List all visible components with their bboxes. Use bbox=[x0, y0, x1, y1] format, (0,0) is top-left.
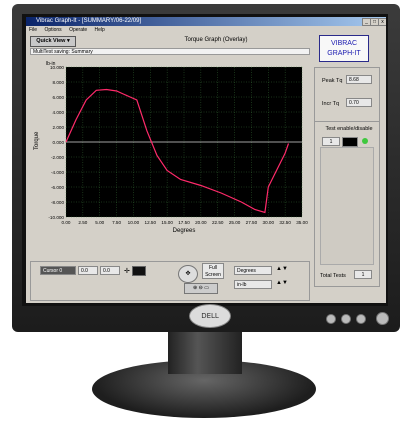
x-tick-label: 27.50 bbox=[246, 220, 258, 225]
y-tick-label: -4.000 bbox=[51, 170, 64, 175]
incr-value[interactable]: 0.70 bbox=[346, 98, 372, 107]
monitor-button-2[interactable] bbox=[341, 314, 351, 324]
y-tick-label: 10.000 bbox=[50, 65, 64, 70]
x-tick-label: 30.00 bbox=[263, 220, 275, 225]
cursor-x-field[interactable]: 0.0 bbox=[78, 266, 98, 275]
y-tick-label: 0.000 bbox=[53, 140, 65, 145]
menu-operate[interactable]: Operate bbox=[69, 27, 88, 33]
total-tests-value: 1 bbox=[354, 270, 372, 279]
test-panel-title: Test enable/disable bbox=[325, 126, 373, 132]
brand-line-2: GRAPH-IT bbox=[327, 50, 361, 57]
title-bar: Vibrac Graph-It - [SUMMARY/06-22/09] _ □… bbox=[26, 17, 386, 26]
tick-labels: 0.00 2.50 5.00 7.50 10.00 12.50 15.00 17.50 20.0… bbox=[48, 65, 308, 225]
y-tick-label: -8.000 bbox=[51, 200, 64, 205]
x-axis-label: Degrees bbox=[173, 228, 196, 234]
cursor-select[interactable]: Cursor 0 bbox=[40, 266, 76, 275]
power-button[interactable] bbox=[376, 312, 389, 325]
units2-select[interactable]: in-lb bbox=[234, 280, 272, 289]
close-button[interactable]: x bbox=[378, 18, 386, 26]
y-tick-label: 6.000 bbox=[53, 95, 65, 100]
monitor-button-1[interactable] bbox=[326, 314, 336, 324]
y-tick-label: -2.000 bbox=[51, 155, 64, 160]
torque-graph: 0.00 2.50 5.00 7.50 10.00 12.50 15.00 17.50 20.0… bbox=[30, 57, 310, 271]
quick-view-dropdown[interactable]: Quick View ▾ bbox=[30, 36, 76, 47]
window-title: Vibrac Graph-It - [SUMMARY/06-22/09] bbox=[36, 18, 142, 24]
x-tick-label: 5.00 bbox=[95, 220, 104, 225]
cursor-style-icon[interactable] bbox=[132, 266, 146, 276]
peak-label: Peak Tq bbox=[322, 78, 343, 84]
menu-help[interactable]: Help bbox=[94, 27, 105, 33]
menu-options[interactable]: Options bbox=[44, 27, 62, 33]
x-tick-label: 20.00 bbox=[195, 220, 207, 225]
brand-line-1: VIBRAC bbox=[330, 40, 358, 47]
y-tick-label: -10.000 bbox=[48, 215, 64, 220]
app-window: Vibrac Graph-It - [SUMMARY/06-22/09] _ □… bbox=[26, 17, 386, 303]
x-tick-label: 10.00 bbox=[128, 220, 140, 225]
test-enable-led[interactable] bbox=[362, 138, 368, 144]
y-tick-label: -6.000 bbox=[51, 185, 64, 190]
torque-series-line bbox=[65, 88, 290, 214]
test-index[interactable]: 1 bbox=[322, 137, 340, 146]
x-tick-label: 7.50 bbox=[112, 220, 121, 225]
x-tick-label: 12.50 bbox=[145, 220, 157, 225]
zoom-tools-icon[interactable]: ⊕ ⊖ ▭ bbox=[184, 283, 218, 294]
total-tests-label: Total Tests bbox=[320, 273, 346, 279]
graph-title: Torque Graph (Overlay) bbox=[184, 37, 248, 43]
menu-file[interactable]: File bbox=[29, 27, 38, 33]
plot-svg: 0.00 2.50 5.00 7.50 10.00 12.50 15.00 17.50 20.0… bbox=[34, 61, 308, 234]
x-tick-label: 32.50 bbox=[279, 220, 291, 225]
saving-status: MultiTest saving: Summary bbox=[30, 48, 310, 55]
test-list bbox=[320, 147, 374, 265]
cursor-y-field[interactable]: 0.0 bbox=[100, 266, 120, 275]
peak-value: 8.68 bbox=[346, 75, 372, 84]
menu-bar: File Options Operate Help bbox=[26, 26, 386, 34]
test-color-swatch[interactable] bbox=[342, 137, 358, 147]
x-tick-label: 25.00 bbox=[229, 220, 241, 225]
x-tick-label: 35.00 bbox=[296, 220, 308, 225]
quick-view-label: Quick View bbox=[36, 38, 66, 44]
x-tick-label: 15.00 bbox=[161, 220, 173, 225]
monitor-stand bbox=[168, 330, 242, 374]
incr-label: Incr Tq bbox=[322, 101, 340, 107]
crosshair-icon[interactable]: ✛ bbox=[124, 268, 130, 275]
x-tick-label: 17.50 bbox=[178, 220, 190, 225]
monitor-button-3[interactable] bbox=[356, 314, 366, 324]
units-select[interactable]: Degrees bbox=[234, 266, 272, 275]
y-tick-label: 2.000 bbox=[53, 125, 65, 130]
y-axis-unit: lb-in bbox=[46, 61, 56, 67]
y-tick-label: 8.000 bbox=[53, 80, 65, 85]
x-tick-label: 0.00 bbox=[62, 220, 71, 225]
units-spin-icon[interactable]: ▲▼ bbox=[276, 266, 288, 272]
y-tick-label: 4.000 bbox=[53, 110, 65, 115]
y-axis-label: Torque bbox=[34, 131, 40, 150]
pan-icon[interactable]: ✥ bbox=[178, 265, 198, 283]
grid-lines bbox=[65, 66, 303, 218]
full-screen-button[interactable]: Full Screen bbox=[202, 263, 224, 279]
vibrac-logo-button[interactable]: VIBRAC GRAPH-IT bbox=[319, 35, 369, 62]
units2-spin-icon[interactable]: ▲▼ bbox=[276, 280, 288, 286]
x-tick-label: 2.50 bbox=[78, 220, 87, 225]
dell-logo: DELL bbox=[189, 304, 231, 328]
x-tick-label: 22.50 bbox=[212, 220, 224, 225]
